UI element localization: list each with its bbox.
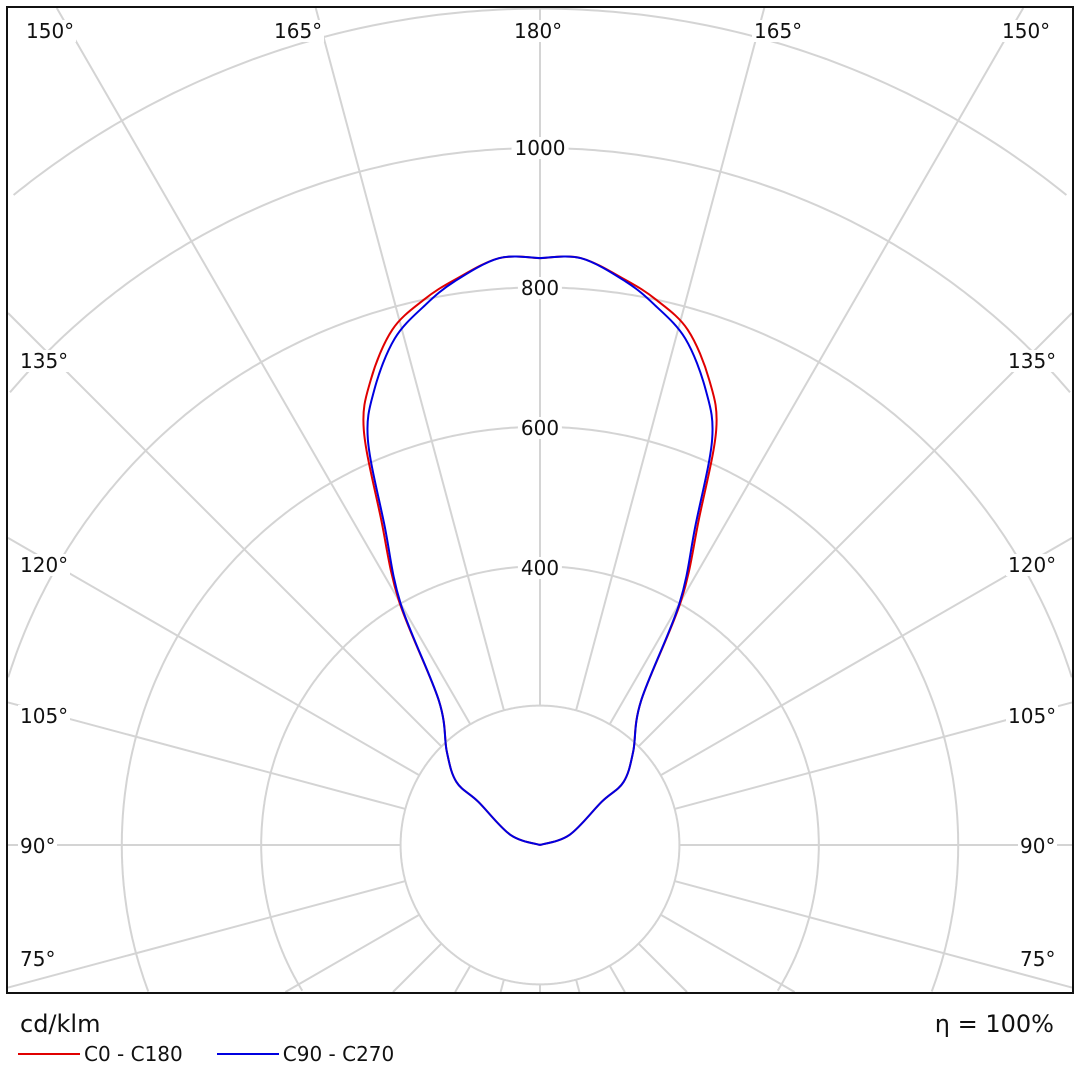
grid-spoke bbox=[575, 7, 766, 711]
angle-label: 150° bbox=[1000, 19, 1053, 43]
legend-swatch bbox=[18, 1053, 80, 1055]
grid-spoke bbox=[7, 536, 420, 777]
grid-spoke bbox=[637, 942, 688, 993]
grid-spoke bbox=[608, 7, 1025, 725]
grid-spoke bbox=[674, 880, 1073, 989]
series-curve-1 bbox=[366, 255, 714, 846]
plot-frame bbox=[6, 6, 1074, 994]
grid-spoke bbox=[284, 913, 420, 993]
radial-label: 400 bbox=[517, 557, 563, 579]
grid-spoke bbox=[7, 701, 406, 810]
legend-item-c90: C90 - C270 bbox=[216, 1042, 395, 1066]
angle-label: 135° bbox=[1006, 349, 1059, 373]
grid-ring bbox=[120, 425, 960, 992]
grid-spoke bbox=[55, 7, 472, 725]
legend-label: C90 - C270 bbox=[282, 1042, 395, 1066]
radial-label: 600 bbox=[517, 417, 563, 439]
efficiency-label: η = 100% bbox=[934, 1010, 1054, 1038]
grid-spoke bbox=[660, 913, 796, 993]
grid-ring bbox=[9, 147, 1071, 393]
grid-spoke bbox=[7, 880, 406, 989]
grid-spoke bbox=[575, 979, 581, 993]
angle-label: 150° bbox=[24, 19, 77, 43]
grid-spoke bbox=[674, 701, 1073, 810]
angle-label: 105° bbox=[1006, 704, 1059, 728]
grid-spoke bbox=[454, 965, 472, 993]
angle-label: 165° bbox=[752, 19, 805, 43]
unit-label: cd/klm bbox=[20, 1010, 101, 1038]
grid-ring bbox=[12, 7, 1068, 196]
angle-label: 135° bbox=[18, 349, 71, 373]
angle-label: 90° bbox=[18, 834, 58, 858]
angle-label: 75° bbox=[18, 947, 58, 971]
legend-item-c0: C0 - C180 bbox=[18, 1042, 183, 1066]
radial-label: 1000 bbox=[511, 137, 569, 159]
grid-spoke bbox=[637, 312, 1073, 748]
curves bbox=[362, 255, 718, 846]
angle-label: 165° bbox=[272, 19, 325, 43]
angle-label: 120° bbox=[18, 553, 71, 577]
grid-spoke bbox=[608, 965, 626, 993]
angle-label: 180° bbox=[512, 19, 565, 43]
angle-label: 90° bbox=[1018, 834, 1058, 858]
legend-swatch bbox=[216, 1053, 279, 1055]
radial-label: 800 bbox=[517, 277, 563, 299]
legend: C0 - C180 C90 - C270 bbox=[18, 1042, 428, 1066]
angle-label: 105° bbox=[18, 704, 71, 728]
grid-spoke bbox=[392, 942, 443, 993]
grid-spoke bbox=[314, 7, 505, 711]
angle-label: 75° bbox=[1018, 947, 1058, 971]
legend-label: C0 - C180 bbox=[84, 1042, 183, 1066]
grid-spoke bbox=[660, 536, 1073, 777]
angle-label: 120° bbox=[1006, 553, 1059, 577]
grid-ring bbox=[260, 565, 820, 992]
grid-spoke bbox=[499, 979, 505, 993]
grid-spoke bbox=[7, 312, 443, 748]
